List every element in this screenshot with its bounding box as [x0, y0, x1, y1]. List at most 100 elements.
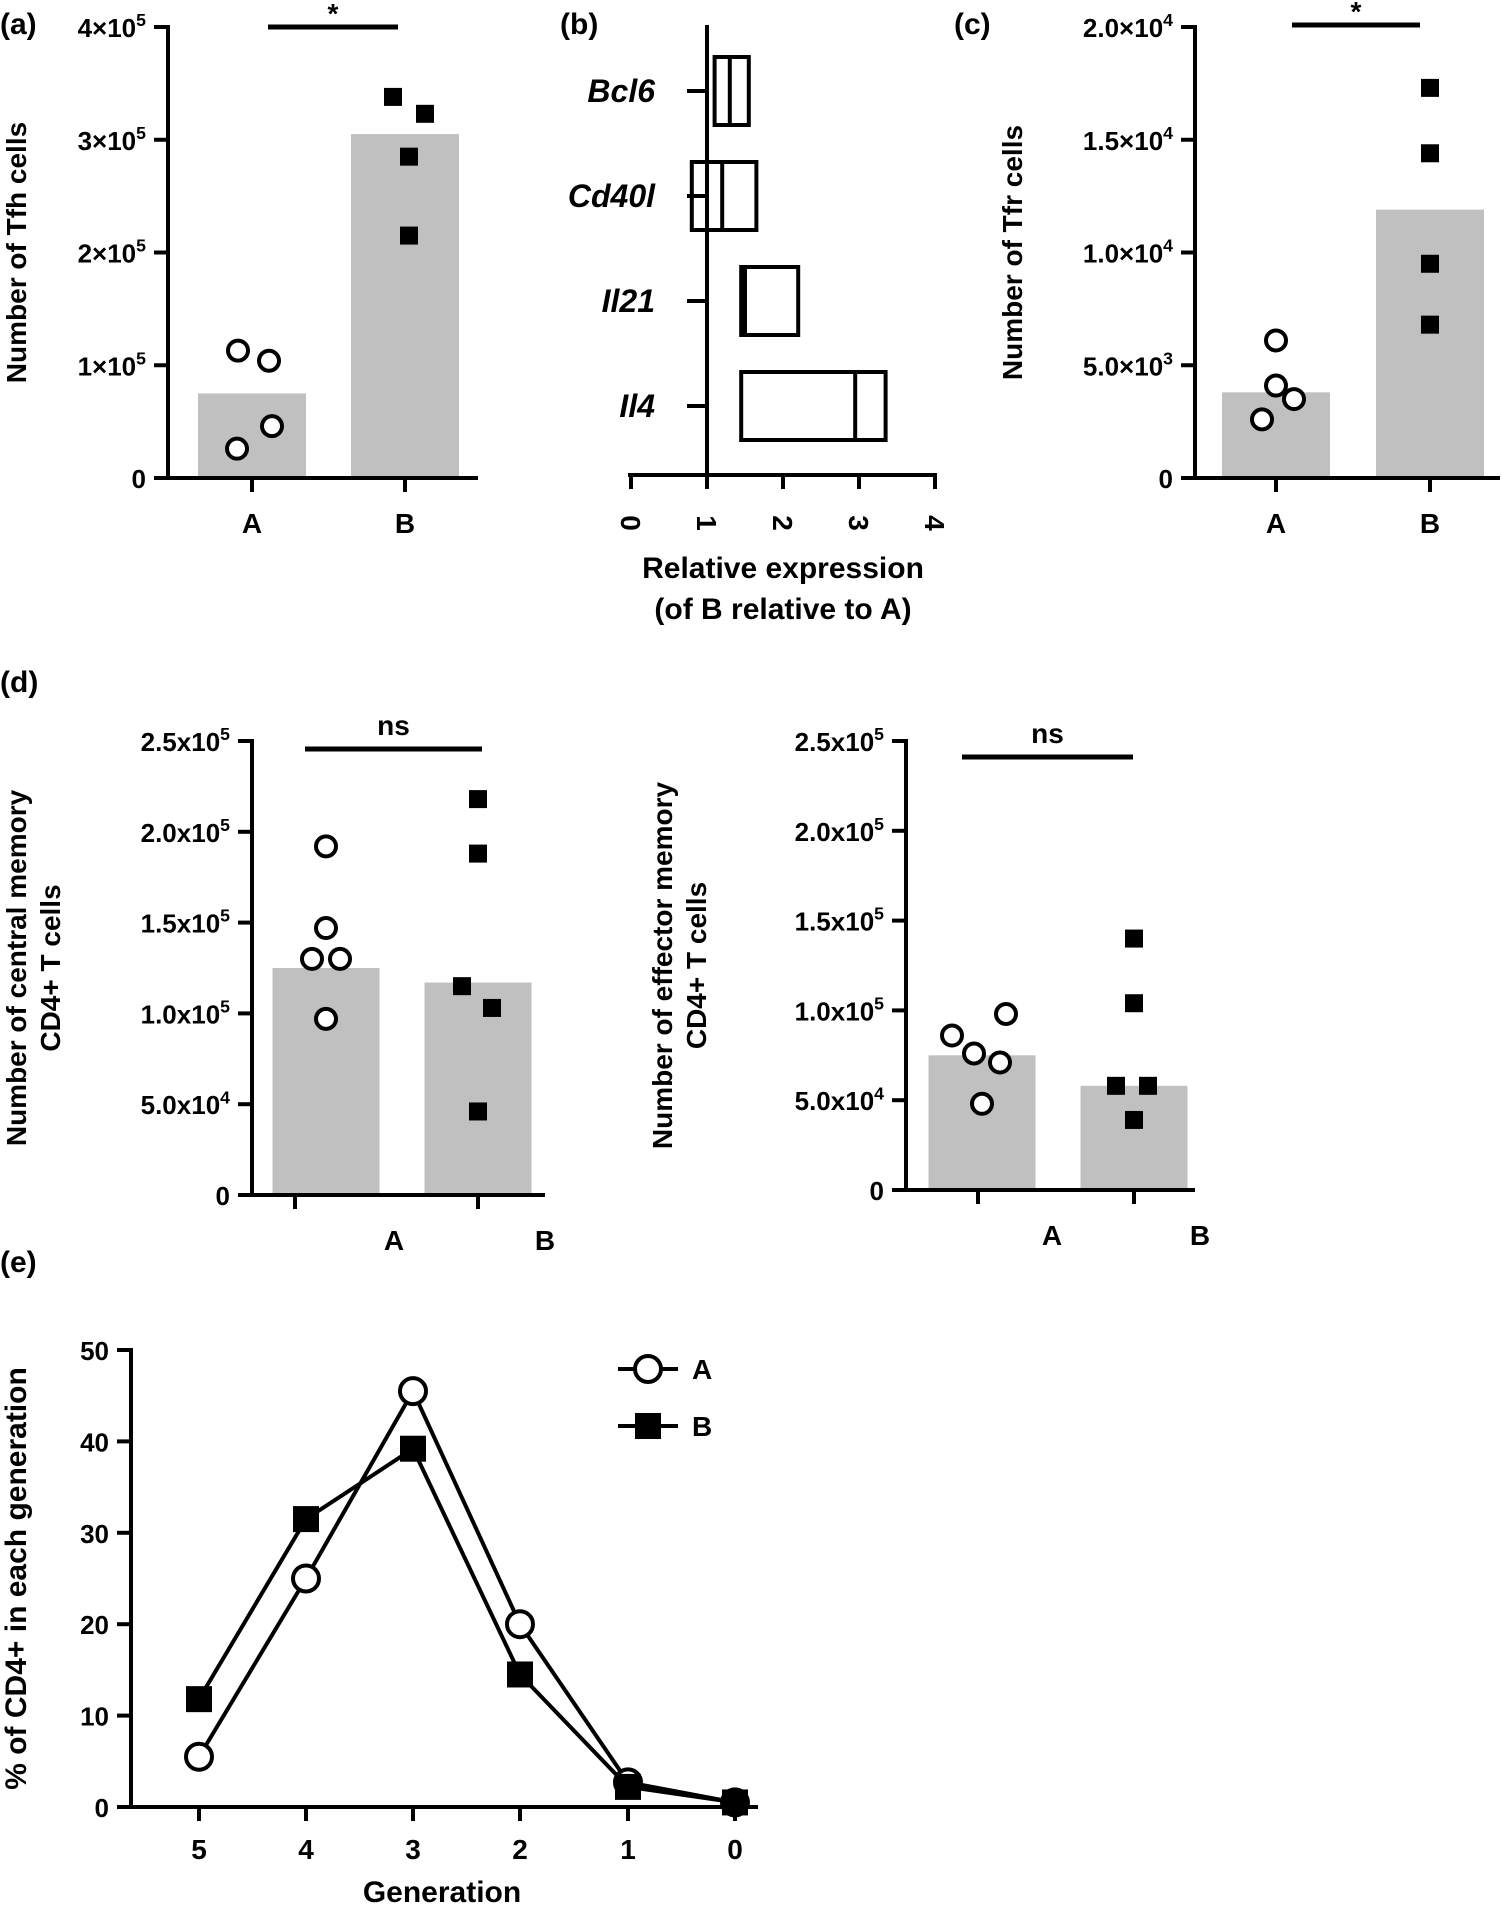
- x-tick-label: 4: [919, 515, 950, 531]
- x-tick-label: A: [1042, 1220, 1062, 1251]
- significance-label: ns: [377, 710, 410, 741]
- point-b: [1107, 1076, 1125, 1095]
- series-b-point: [615, 1773, 641, 1800]
- y-tick-label: 20: [80, 1610, 109, 1640]
- point-a: [962, 1041, 986, 1066]
- bar-a: [1222, 392, 1330, 478]
- point-b: [1421, 78, 1439, 97]
- point-b: [1421, 254, 1439, 273]
- y-tick-label: 5.0×103: [1083, 348, 1173, 381]
- significance-label: ns: [1031, 718, 1064, 749]
- box-il4: [739, 370, 888, 442]
- series-a-point: [398, 1376, 428, 1407]
- y-tick-label: 3×105: [78, 123, 147, 156]
- bar-b: [1080, 1085, 1188, 1190]
- x-tick-label: 3: [405, 1834, 421, 1865]
- bar-a: [198, 393, 306, 478]
- y-tick-label: 1.5x105: [141, 906, 231, 939]
- legend-b-marker: [635, 1413, 661, 1439]
- point-a: [328, 946, 352, 971]
- gene-label: Il4: [619, 388, 655, 424]
- x-tick-label: 3: [843, 515, 874, 531]
- panel-label: (e): [0, 1246, 37, 1279]
- point-b: [1421, 315, 1439, 334]
- y-tick-label: 1.5x105: [795, 904, 885, 937]
- gene-label: Cd40l: [568, 178, 656, 214]
- point-a: [1250, 407, 1274, 432]
- bar-a: [928, 1055, 1036, 1190]
- x-tick-label: 4: [298, 1834, 314, 1865]
- y-axis-title: % of CD4+ in each generation: [0, 1367, 33, 1790]
- point-a: [940, 1023, 964, 1048]
- y-tick-label: 50: [80, 1336, 109, 1366]
- y-tick-label: 4×105: [78, 10, 147, 43]
- series-b-point: [507, 1661, 533, 1688]
- point-a: [225, 436, 249, 461]
- point-b: [1125, 929, 1143, 948]
- point-a: [226, 338, 250, 363]
- series-a-point: [291, 1563, 321, 1594]
- y-tick-label: 1.0x105: [795, 993, 885, 1026]
- bar-b: [424, 982, 532, 1195]
- x-tick-label: 2: [767, 515, 798, 531]
- x-tick-label: B: [1190, 1220, 1210, 1251]
- point-b: [469, 844, 487, 863]
- point-a: [970, 1091, 994, 1116]
- point-a: [1282, 387, 1306, 412]
- y-tick-label: 5.0x104: [141, 1087, 231, 1120]
- y-tick-label: 2.5x105: [795, 724, 885, 757]
- y-tick-label: 1×105: [78, 348, 147, 381]
- point-a: [260, 414, 284, 439]
- panel-label: (b): [560, 8, 598, 41]
- bar-a: [272, 968, 380, 1195]
- panel-label: (a): [0, 8, 37, 41]
- point-b: [1125, 994, 1143, 1013]
- series-b-point: [722, 1789, 748, 1816]
- x-tick-label: A: [384, 1225, 404, 1256]
- x-tick-label: B: [535, 1225, 555, 1256]
- point-b: [1125, 1110, 1143, 1129]
- point-b: [400, 226, 418, 245]
- point-a: [257, 348, 281, 373]
- y-tick-label: 0: [870, 1176, 884, 1206]
- x-tick-label: B: [395, 508, 415, 539]
- y-tick-label: 2.0x105: [795, 814, 885, 847]
- panel-label: (c): [954, 8, 991, 41]
- y-tick-label: 2.0×104: [1083, 10, 1173, 43]
- y-tick-label: 0: [95, 1793, 109, 1823]
- legend-a-label: A: [692, 1354, 712, 1385]
- box-il21: [739, 265, 801, 337]
- point-a: [1264, 373, 1288, 398]
- y-tick-label: 2.5x105: [141, 724, 231, 757]
- series-b-point: [186, 1686, 212, 1713]
- y-tick-label: 2×105: [78, 236, 147, 269]
- x-axis-title-line2: (of B relative to A): [654, 593, 911, 626]
- point-b: [469, 790, 487, 809]
- y-axis-title: Number of Tfr cells: [997, 125, 1028, 380]
- y-axis-title-line2: CD4+ T cells: [35, 884, 66, 1051]
- y-tick-label: 0: [216, 1181, 230, 1211]
- x-tick-label: 1: [620, 1834, 636, 1865]
- y-tick-label: 40: [80, 1427, 109, 1457]
- point-b: [400, 147, 418, 166]
- y-tick-label: 0: [1159, 464, 1173, 494]
- series-b-point: [293, 1506, 319, 1533]
- series-a-point: [505, 1609, 535, 1640]
- x-axis-title: Generation: [363, 1876, 521, 1909]
- y-tick-label: 10: [80, 1702, 109, 1732]
- y-axis-title-line2: CD4+ T cells: [681, 882, 712, 1049]
- bar-b: [1376, 209, 1484, 478]
- y-tick-label: 1.0x105: [141, 996, 231, 1029]
- point-a: [988, 1050, 1012, 1075]
- y-tick-label: 5.0x104: [795, 1083, 885, 1116]
- x-tick-label: 2: [512, 1834, 528, 1865]
- y-tick-label: 2.0x105: [141, 815, 231, 848]
- x-tick-label: 0: [727, 1834, 743, 1865]
- point-b: [1421, 144, 1439, 163]
- x-tick-label: 5: [191, 1834, 207, 1865]
- point-a: [994, 1001, 1018, 1026]
- bar-b: [351, 134, 459, 479]
- point-b: [416, 104, 434, 123]
- x-tick-label: B: [1420, 508, 1440, 539]
- gene-label: Bcl6: [587, 73, 655, 109]
